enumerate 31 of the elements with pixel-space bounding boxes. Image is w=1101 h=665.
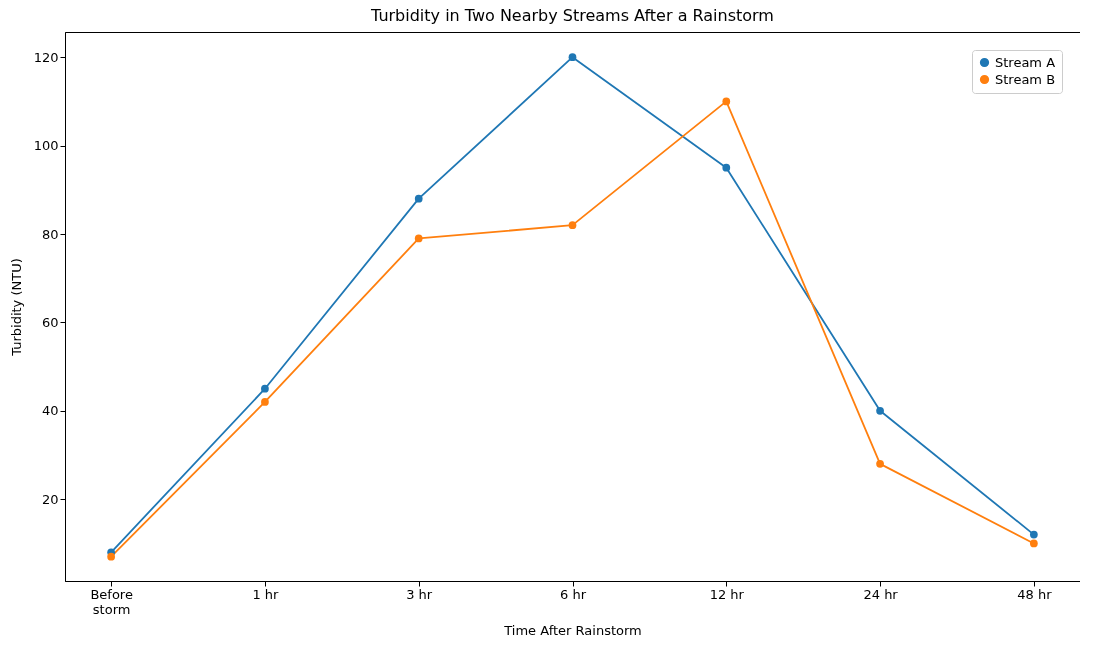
point	[876, 406, 884, 415]
point	[1029, 539, 1038, 548]
x-tick-label: Before storm	[90, 586, 133, 617]
chart-title: Turbidity in Two Nearby Streams After a Rainstorm	[370, 6, 774, 25]
point	[414, 194, 423, 203]
point	[722, 163, 731, 172]
point	[261, 398, 269, 406]
y-tick-label: 40	[41, 403, 59, 419]
point	[568, 221, 577, 230]
y-tick-label: 120	[33, 49, 59, 65]
point	[1029, 530, 1038, 539]
x-tick-label: 6 hr	[560, 586, 587, 602]
point	[414, 234, 423, 243]
legend-label: Stream B	[995, 71, 1056, 87]
legend-label: Stream A	[995, 54, 1056, 70]
point	[722, 97, 731, 106]
point	[568, 53, 577, 62]
y-axis-title: Turbidity (NTU)	[8, 258, 24, 357]
y-tick-label: 60	[41, 314, 59, 330]
x-tick-label: 24 hr	[863, 586, 899, 602]
x-tick-label: 3 hr	[406, 586, 433, 602]
x-axis-title: Time After Rainstorm	[503, 622, 642, 638]
point	[876, 460, 884, 468]
y-tick-label: 100	[33, 138, 59, 154]
x-tick-label: 1 hr	[252, 586, 280, 602]
x-tick-label: 48 hr	[1017, 586, 1053, 602]
point	[261, 384, 269, 393]
y-tick-label: 20	[41, 491, 59, 507]
point	[107, 552, 116, 561]
y-tick-label: 80	[41, 226, 59, 242]
x-tick-label: 12 hr	[709, 586, 745, 602]
